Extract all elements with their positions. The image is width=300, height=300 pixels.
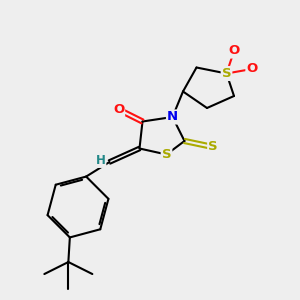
Text: N: N bbox=[167, 110, 178, 124]
Text: O: O bbox=[228, 44, 240, 58]
Text: S: S bbox=[208, 140, 218, 154]
Text: H: H bbox=[96, 154, 105, 167]
Text: S: S bbox=[162, 148, 171, 161]
Text: O: O bbox=[246, 62, 258, 76]
Text: O: O bbox=[113, 103, 124, 116]
Text: S: S bbox=[222, 67, 231, 80]
